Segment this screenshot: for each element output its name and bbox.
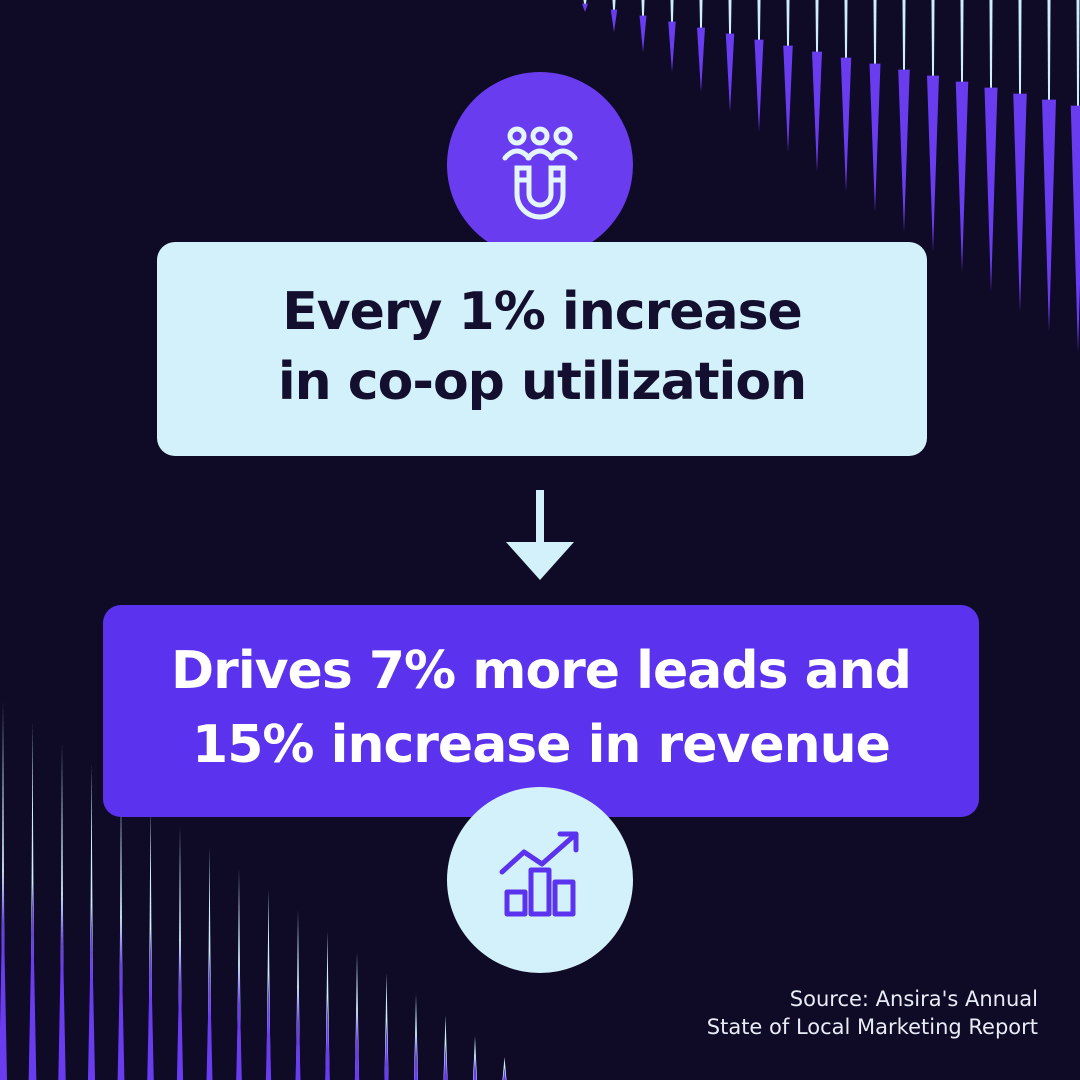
bottom-box-line: 15% increase in revenue [192,715,890,775]
spike [668,21,676,73]
spike [639,15,647,53]
source-line: State of Local Marketing Report [707,1015,1038,1039]
spike [503,1067,506,1080]
spike [28,882,37,1080]
spike [236,963,242,1080]
top-box-line: Every 1% increase [282,282,802,342]
spike [354,1009,360,1080]
top-box [157,242,927,456]
spike [117,917,125,1080]
bottom-icon-circle [447,787,633,973]
spike [984,87,998,292]
spike [869,63,881,212]
bottom-box-line: Drives 7% more leads and [171,641,911,701]
bottom-box [103,605,979,817]
spike [147,928,154,1080]
arrow [506,490,574,580]
spike [955,81,969,272]
spike [697,27,705,93]
spike [384,1021,389,1080]
spike [812,51,822,172]
spike [840,57,852,192]
source-line: Source: Ansira's Annual [790,987,1038,1011]
top-icon-circle [447,72,633,258]
magnet-icon [502,126,578,220]
spike [1013,93,1027,312]
spike [265,974,272,1080]
spike [87,905,96,1080]
spike [58,894,66,1080]
spike [325,998,330,1080]
spike [414,1032,418,1080]
spike [176,940,184,1080]
chart-icon [499,831,579,917]
spike [1070,105,1080,352]
spike [473,1055,477,1080]
spike [295,986,301,1080]
top-box-line: in co-op utilization [278,352,806,412]
spike [443,1044,448,1080]
spike [1042,99,1056,332]
spike [783,45,793,152]
spike [610,9,618,32]
spike [206,951,213,1080]
spike [754,39,764,132]
spike [725,33,735,112]
spike [927,75,939,252]
spike [0,871,7,1080]
spike [898,69,910,232]
spike [582,3,588,12]
